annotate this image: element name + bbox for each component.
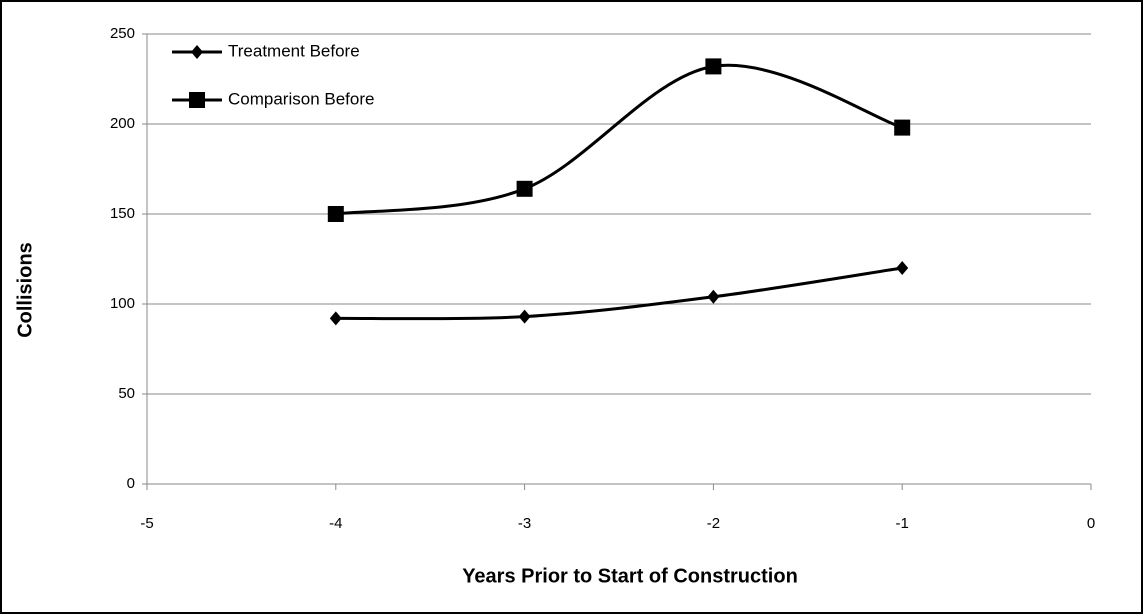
x-tick-label: -3 bbox=[518, 515, 531, 532]
marker bbox=[329, 311, 342, 326]
x-axis-label: Years Prior to Start of Construction bbox=[462, 565, 798, 587]
y-tick-label: 100 bbox=[110, 295, 135, 312]
x-tick-label: -5 bbox=[140, 515, 153, 532]
marker bbox=[707, 289, 720, 304]
y-tick-label: 250 bbox=[110, 25, 135, 42]
marker bbox=[894, 119, 911, 136]
y-tick-label: 200 bbox=[110, 115, 135, 132]
y-axis-label: Collisions bbox=[14, 242, 36, 338]
legend-label: Comparison Before bbox=[228, 89, 374, 108]
y-tick-label: 50 bbox=[118, 385, 135, 402]
legend-marker bbox=[191, 45, 203, 59]
x-tick-label: -1 bbox=[896, 515, 909, 532]
legend-marker bbox=[189, 92, 205, 108]
legend-label: Treatment Before bbox=[228, 41, 360, 60]
marker bbox=[516, 180, 533, 197]
marker bbox=[705, 58, 722, 75]
marker bbox=[327, 206, 344, 222]
y-tick-label: 0 bbox=[127, 475, 135, 492]
x-tick-label: -4 bbox=[329, 515, 342, 532]
series-line bbox=[335, 63, 903, 216]
x-tick-label: -2 bbox=[707, 515, 720, 532]
y-tick-label: 150 bbox=[110, 205, 135, 222]
marker bbox=[896, 261, 909, 275]
marker bbox=[518, 309, 531, 324]
series-line bbox=[335, 266, 903, 321]
x-tick-label: 0 bbox=[1087, 515, 1095, 532]
